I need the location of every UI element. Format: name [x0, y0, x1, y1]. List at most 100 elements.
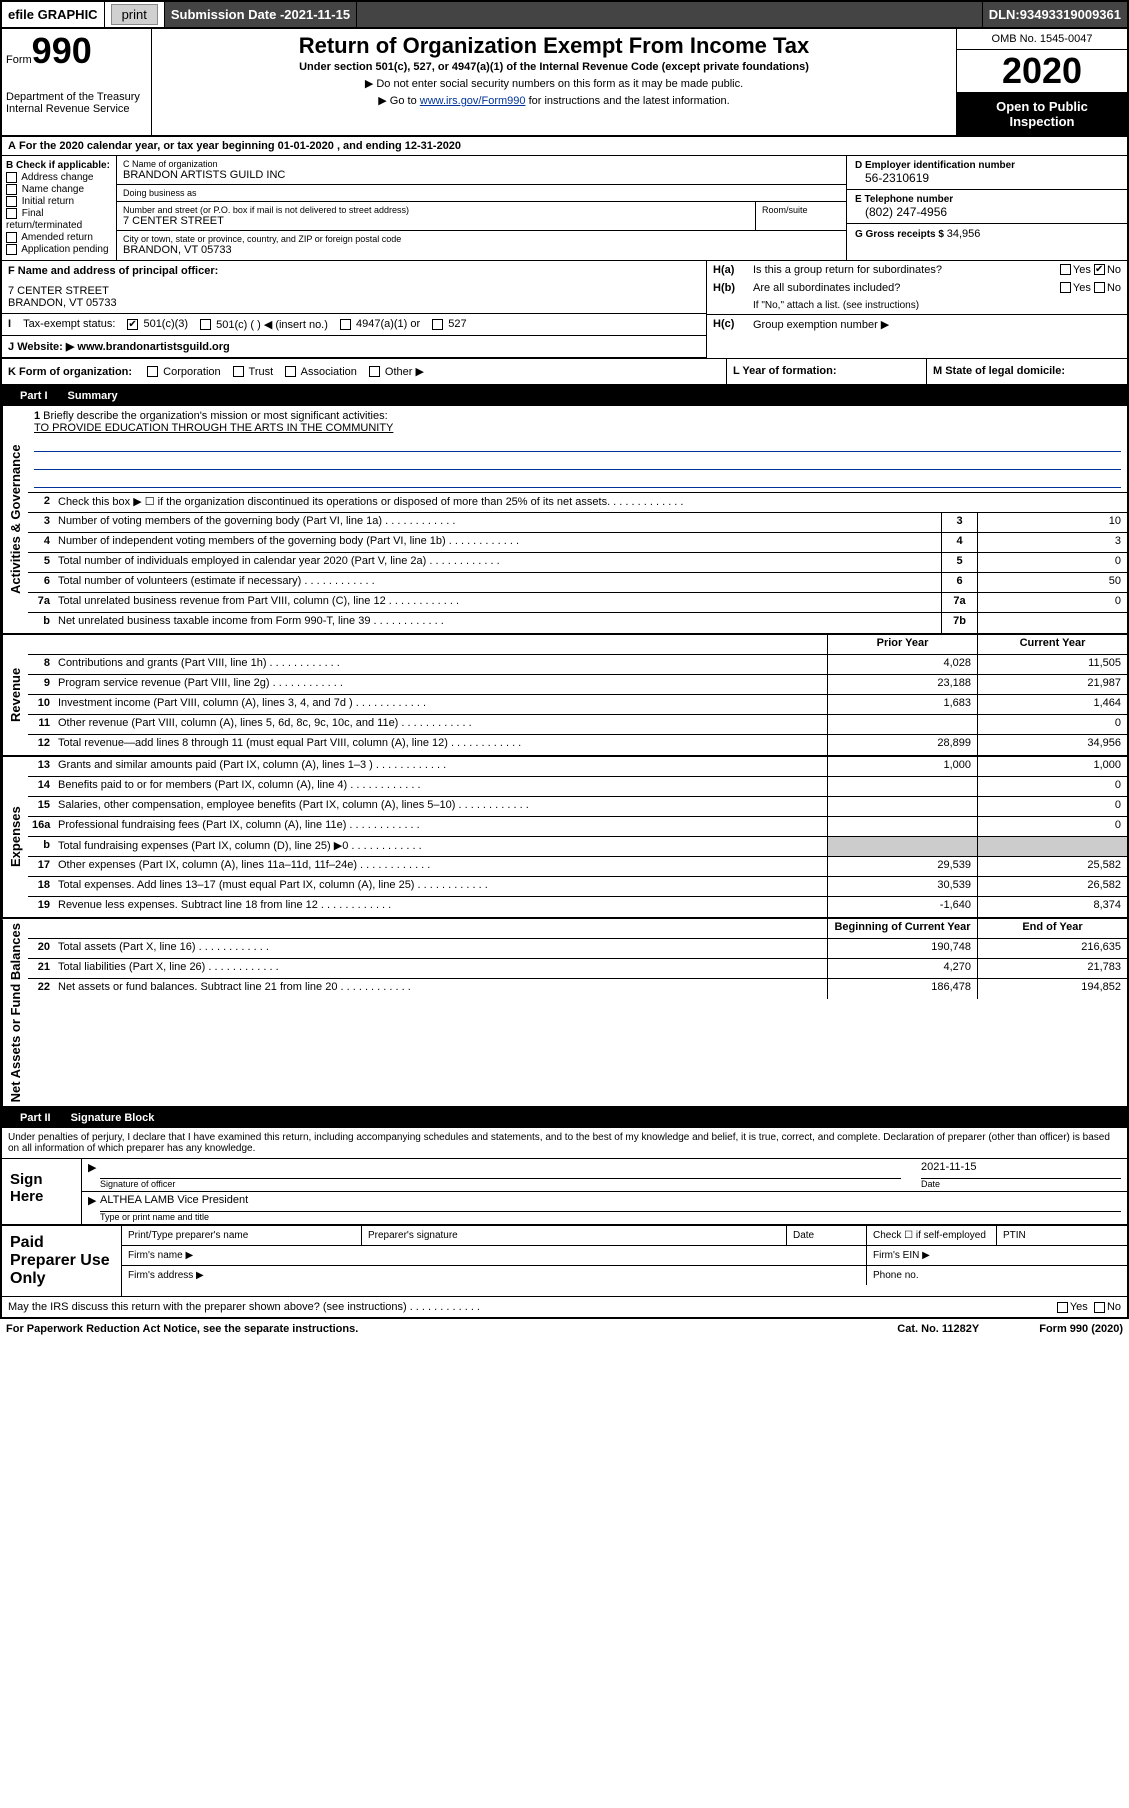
lower-right: H(a) Is this a group return for subordin…	[707, 261, 1127, 358]
prep-row-2: Firm's name ▶ Firm's EIN ▶	[122, 1246, 1127, 1266]
summary-row: 7aTotal unrelated business revenue from …	[28, 593, 1127, 613]
row-desc: Total unrelated business revenue from Pa…	[54, 593, 941, 612]
prior-year-value: 190,748	[827, 939, 977, 958]
501c3-checkbox[interactable]	[127, 319, 138, 330]
checkbox-line: Final return/terminated	[6, 208, 112, 230]
declaration-text: Under penalties of perjury, I declare th…	[2, 1128, 1127, 1158]
4947-checkbox[interactable]	[340, 319, 351, 330]
summary-section: Net Assets or Fund BalancesBeginning of …	[0, 919, 1129, 1108]
discuss-row: May the IRS discuss this return with the…	[2, 1296, 1127, 1317]
dln: DLN: 93493319009361	[983, 2, 1127, 27]
527-checkbox[interactable]	[432, 319, 443, 330]
current-year-value: 216,635	[977, 939, 1127, 958]
paperwork-notice: For Paperwork Reduction Act Notice, see …	[6, 1323, 897, 1335]
form-number: 990	[32, 30, 92, 71]
sig-name-row: ▶ ALTHEA LAMB Vice President Type or pri…	[82, 1192, 1127, 1224]
current-year-value: 1,464	[977, 695, 1127, 714]
summary-row: 6Total number of volunteers (estimate if…	[28, 573, 1127, 593]
current-year-value: 0	[977, 777, 1127, 796]
tax-year-line: A For the 2020 calendar year, or tax yea…	[2, 137, 1127, 156]
row-desc: Other revenue (Part VIII, column (A), li…	[54, 715, 827, 734]
note-link: ▶ Go to www.irs.gov/Form990 for instruct…	[156, 94, 952, 107]
row-desc: Program service revenue (Part VIII, line…	[54, 675, 827, 694]
applicable-checkbox[interactable]	[6, 232, 17, 243]
applicable-checkbox[interactable]	[6, 244, 17, 255]
officer-cell: F Name and address of principal officer:…	[2, 261, 706, 314]
open-to-public: Open to Public Inspection	[957, 93, 1127, 135]
applicable-checkbox[interactable]	[6, 184, 17, 195]
print-button[interactable]: print	[111, 4, 158, 25]
row-desc: Check this box ▶ ☐ if the organization d…	[54, 493, 1127, 512]
m-cell: M State of legal domicile:	[927, 359, 1127, 384]
street-cell: Number and street (or P.O. box if mail i…	[117, 202, 756, 231]
hb-note-row: If "No," attach a list. (see instruction…	[707, 297, 1127, 314]
form-org-checkbox[interactable]	[233, 366, 244, 377]
applicable-checkbox[interactable]	[6, 172, 17, 183]
current-year-value: 0	[977, 715, 1127, 734]
applicable-checkbox[interactable]	[6, 196, 17, 207]
applicable-checkbox[interactable]	[6, 208, 17, 219]
col-header: Current Year	[977, 635, 1127, 654]
note-ssn: ▶ Do not enter social security numbers o…	[156, 77, 952, 90]
row-value: 0	[977, 593, 1127, 612]
l-cell: L Year of formation:	[727, 359, 927, 384]
summary-row: 4Number of independent voting members of…	[28, 533, 1127, 553]
prep-row-3: Firm's address ▶ Phone no.	[122, 1266, 1127, 1285]
header-left: Form990 Department of the Treasury Inter…	[2, 29, 152, 135]
row-desc: Number of independent voting members of …	[54, 533, 941, 552]
row-value: 3	[977, 533, 1127, 552]
prior-year-value: 186,478	[827, 979, 977, 999]
row-desc: Investment income (Part VIII, column (A)…	[54, 695, 827, 714]
org-name-cell: C Name of organization BRANDON ARTISTS G…	[117, 156, 846, 185]
current-year-value: 8,374	[977, 897, 1127, 917]
summary-row: bNet unrelated business taxable income f…	[28, 613, 1127, 633]
ha-yes-checkbox[interactable]	[1060, 264, 1071, 275]
website-row: J Website: ▶ www.brandonartistsguild.org	[2, 336, 706, 358]
row-value: 10	[977, 513, 1127, 532]
instructions-link[interactable]: www.irs.gov/Form990	[420, 95, 526, 107]
section-body: 1 Briefly describe the organization's mi…	[28, 406, 1127, 633]
row-desc: Net assets or fund balances. Subtract li…	[54, 979, 827, 999]
ein-cell: D Employer identification number 56-2310…	[847, 156, 1127, 190]
ein-column: D Employer identification number 56-2310…	[847, 156, 1127, 260]
summary-row: 13Grants and similar amounts paid (Part …	[28, 757, 1127, 777]
summary-section: Activities & Governance1 Briefly describ…	[0, 406, 1129, 635]
ha-no-checkbox[interactable]	[1094, 264, 1105, 275]
row-desc: Total expenses. Add lines 13–17 (must eq…	[54, 877, 827, 896]
form-org-checkbox[interactable]	[147, 366, 158, 377]
sig-officer-row: ▶ Signature of officer 2021-11-15 Date	[82, 1159, 1127, 1192]
summary-row: 9Program service revenue (Part VIII, lin…	[28, 675, 1127, 695]
footer-line: For Paperwork Reduction Act Notice, see …	[0, 1319, 1129, 1339]
row-value: 0	[977, 553, 1127, 572]
department: Department of the Treasury Internal Reve…	[6, 91, 147, 115]
prior-year-value	[827, 715, 977, 734]
row-desc: Total fundraising expenses (Part IX, col…	[54, 837, 827, 856]
hb-no-checkbox[interactable]	[1094, 282, 1105, 293]
signature-section: Under penalties of perjury, I declare th…	[0, 1128, 1129, 1319]
row-value: 50	[977, 573, 1127, 592]
section-label: Activities & Governance	[2, 406, 28, 633]
current-year-value: 34,956	[977, 735, 1127, 755]
part1-header: Part I Summary	[0, 386, 1129, 406]
form-org-checkbox[interactable]	[285, 366, 296, 377]
hb-row: H(b) Are all subordinates included? Yes …	[707, 279, 1127, 297]
form-org-checkbox[interactable]	[369, 366, 380, 377]
part2-header: Part II Signature Block	[0, 1108, 1129, 1128]
omb-number: OMB No. 1545-0047	[957, 29, 1127, 50]
discuss-no-checkbox[interactable]	[1094, 1302, 1105, 1313]
sign-here-grid: Sign Here ▶ Signature of officer 2021-11…	[2, 1158, 1127, 1224]
summary-row: 19Revenue less expenses. Subtract line 1…	[28, 897, 1127, 917]
discuss-yes-checkbox[interactable]	[1057, 1302, 1068, 1313]
org-grid: B Check if applicable: Address change Na…	[2, 156, 1127, 260]
k-row: K Form of organization: Corporation Trus…	[2, 358, 1127, 384]
row-desc: Salaries, other compensation, employee b…	[54, 797, 827, 816]
hb-yes-checkbox[interactable]	[1060, 282, 1071, 293]
summary-row: 2Check this box ▶ ☐ if the organization …	[28, 493, 1127, 513]
prior-year-value: 23,188	[827, 675, 977, 694]
summary-row: 3Number of voting members of the governi…	[28, 513, 1127, 533]
form-subtitle: Under section 501(c), 527, or 4947(a)(1)…	[156, 61, 952, 73]
current-year-value: 11,505	[977, 655, 1127, 674]
501c-checkbox[interactable]	[200, 319, 211, 330]
summary-row: 14Benefits paid to or for members (Part …	[28, 777, 1127, 797]
summary-row: 5Total number of individuals employed in…	[28, 553, 1127, 573]
